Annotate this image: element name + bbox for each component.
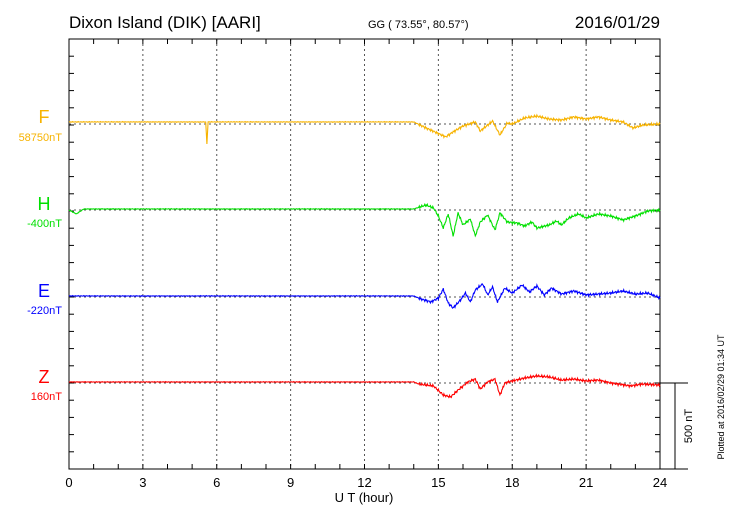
x-tick-label: 12 <box>357 475 371 490</box>
x-tick-label: 0 <box>65 475 72 490</box>
x-axis-label: U T (hour) <box>335 490 394 505</box>
date-label: 2016/01/29 <box>575 13 660 32</box>
trace-F <box>68 113 661 145</box>
trace-E <box>68 282 661 310</box>
component-label-H: H <box>38 194 51 214</box>
x-tick-label: 24 <box>653 475 667 490</box>
component-label-Z: Z <box>39 367 50 387</box>
baseline-value-F: 58750nT <box>19 132 63 144</box>
x-tick-label: 9 <box>287 475 294 490</box>
x-tick-label: 6 <box>213 475 220 490</box>
x-tick-label: 15 <box>431 475 445 490</box>
coordinates: GG ( 73.55°, 80.57°) <box>368 19 469 31</box>
x-tick-label: 18 <box>505 475 519 490</box>
plotted-timestamp: Plotted at 2016/02/29 01:34 UT <box>716 334 726 460</box>
baseline-value-E: -220nT <box>27 305 62 317</box>
baseline-value-Z: 160nT <box>31 391 62 403</box>
baseline-value-H: -400nT <box>27 218 62 230</box>
x-tick-label: 21 <box>579 475 593 490</box>
trace-H <box>68 202 661 238</box>
component-label-E: E <box>38 281 50 301</box>
station-title: Dixon Island (DIK) [AARI] <box>69 13 261 32</box>
x-tick-label: 3 <box>139 475 146 490</box>
scale-bar-label: 500 nT <box>683 409 695 444</box>
component-label-F: F <box>39 107 50 127</box>
trace-Z <box>68 373 661 399</box>
